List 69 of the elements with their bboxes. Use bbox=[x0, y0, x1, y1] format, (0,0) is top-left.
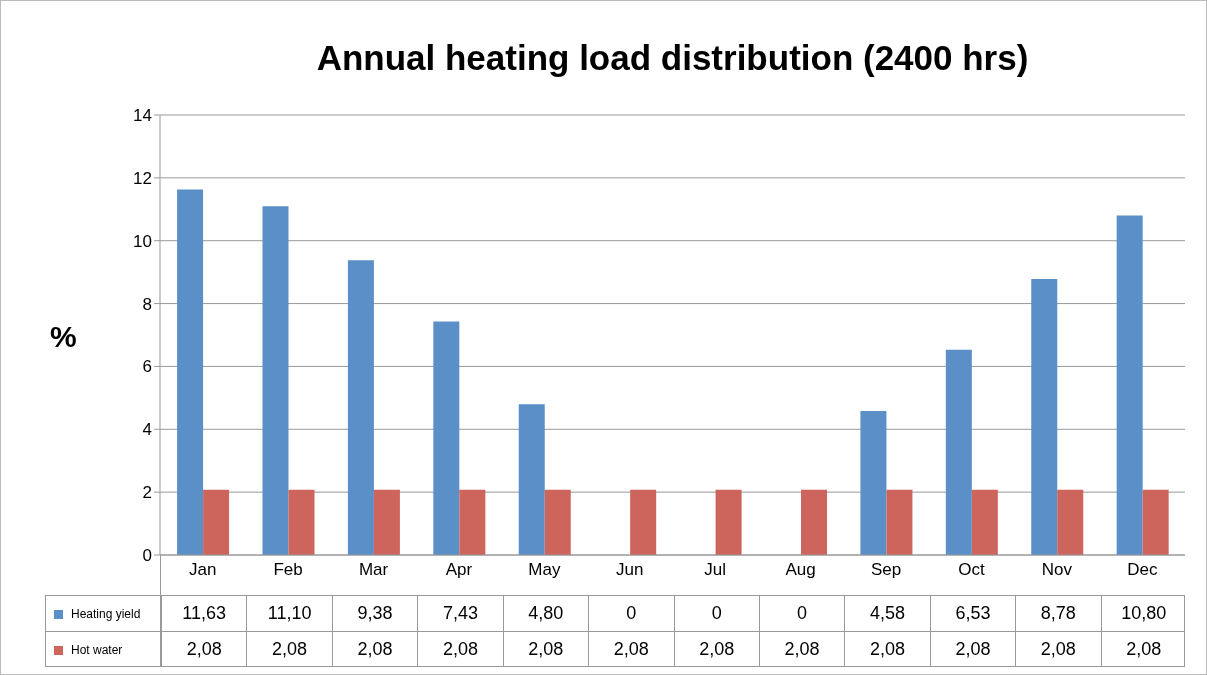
bar bbox=[1057, 489, 1084, 555]
bar bbox=[459, 489, 486, 555]
bar bbox=[1031, 279, 1058, 555]
bar bbox=[288, 489, 315, 555]
bar bbox=[715, 489, 742, 555]
y-axis-title: % bbox=[50, 320, 77, 354]
data-label: 7,43 bbox=[417, 596, 503, 631]
data-label: 2,08 bbox=[1100, 632, 1186, 667]
data-label: 4,58 bbox=[844, 596, 930, 631]
data-label: 2,08 bbox=[417, 632, 503, 667]
x-tick-label: Sep bbox=[870, 560, 902, 580]
bar bbox=[347, 260, 374, 555]
data-label: 11,63 bbox=[161, 596, 247, 631]
bar bbox=[801, 489, 827, 555]
bar bbox=[1116, 215, 1143, 555]
x-tick-label: Jul bbox=[704, 560, 727, 580]
bar bbox=[433, 321, 460, 555]
x-tick-label: Apr bbox=[445, 560, 473, 580]
x-tick-label: Dec bbox=[1127, 560, 1158, 580]
data-label: 2,08 bbox=[502, 632, 589, 667]
data-label: 2,08 bbox=[161, 632, 247, 667]
legend-label: Hot water bbox=[71, 643, 123, 657]
data-label: 6,53 bbox=[929, 596, 1016, 631]
x-tick-label: May bbox=[528, 560, 561, 580]
x-tick-label: Jan bbox=[189, 560, 217, 580]
bar bbox=[203, 489, 230, 555]
y-tick-label: 2 bbox=[142, 483, 152, 503]
data-label: 2,08 bbox=[844, 632, 930, 667]
y-tick-label: 0 bbox=[142, 546, 152, 566]
legend-label: Heating yield bbox=[71, 607, 141, 621]
data-label: 2,08 bbox=[246, 632, 332, 667]
y-tick-label: 8 bbox=[142, 294, 152, 314]
x-tick-label: Feb bbox=[273, 560, 303, 580]
data-label: 0 bbox=[588, 596, 674, 631]
bar bbox=[518, 404, 545, 555]
bar bbox=[177, 189, 204, 555]
bar bbox=[262, 206, 289, 555]
bar bbox=[373, 489, 400, 555]
bar bbox=[630, 489, 657, 555]
y-tick-label: 4 bbox=[142, 420, 152, 440]
data-label: 2,08 bbox=[331, 632, 418, 667]
bar bbox=[860, 411, 887, 555]
y-tick-label: 14 bbox=[133, 106, 152, 126]
y-tick-label: 12 bbox=[133, 168, 152, 188]
y-tick-label: 10 bbox=[133, 231, 152, 251]
data-label: 9,38 bbox=[331, 596, 418, 631]
data-label: 10,80 bbox=[1100, 596, 1186, 631]
x-tick-label: Aug bbox=[785, 560, 816, 580]
bar bbox=[1142, 489, 1169, 555]
data-label: 11,10 bbox=[246, 596, 332, 631]
bar bbox=[971, 489, 998, 555]
x-tick-label: Mar bbox=[358, 560, 389, 580]
data-label: 2,08 bbox=[673, 632, 759, 667]
data-label: 2,08 bbox=[588, 632, 674, 667]
bar bbox=[886, 489, 913, 555]
data-label: 4,80 bbox=[502, 596, 589, 631]
bar bbox=[544, 489, 571, 555]
data-label: 2,08 bbox=[758, 632, 845, 667]
data-label: 0 bbox=[673, 596, 759, 631]
x-tick-label: Nov bbox=[1041, 560, 1073, 580]
data-label: 0 bbox=[758, 596, 845, 631]
data-label: 8,78 bbox=[1015, 596, 1101, 631]
data-label: 2,08 bbox=[929, 632, 1016, 667]
data-label: 2,08 bbox=[1015, 632, 1101, 667]
chart-title: Annual heating load distribution (2400 hrs) bbox=[315, 38, 1030, 78]
y-tick-label: 6 bbox=[142, 357, 152, 377]
x-tick-label: Jun bbox=[616, 560, 644, 580]
x-tick-label: Oct bbox=[958, 560, 985, 580]
bar bbox=[945, 349, 972, 555]
